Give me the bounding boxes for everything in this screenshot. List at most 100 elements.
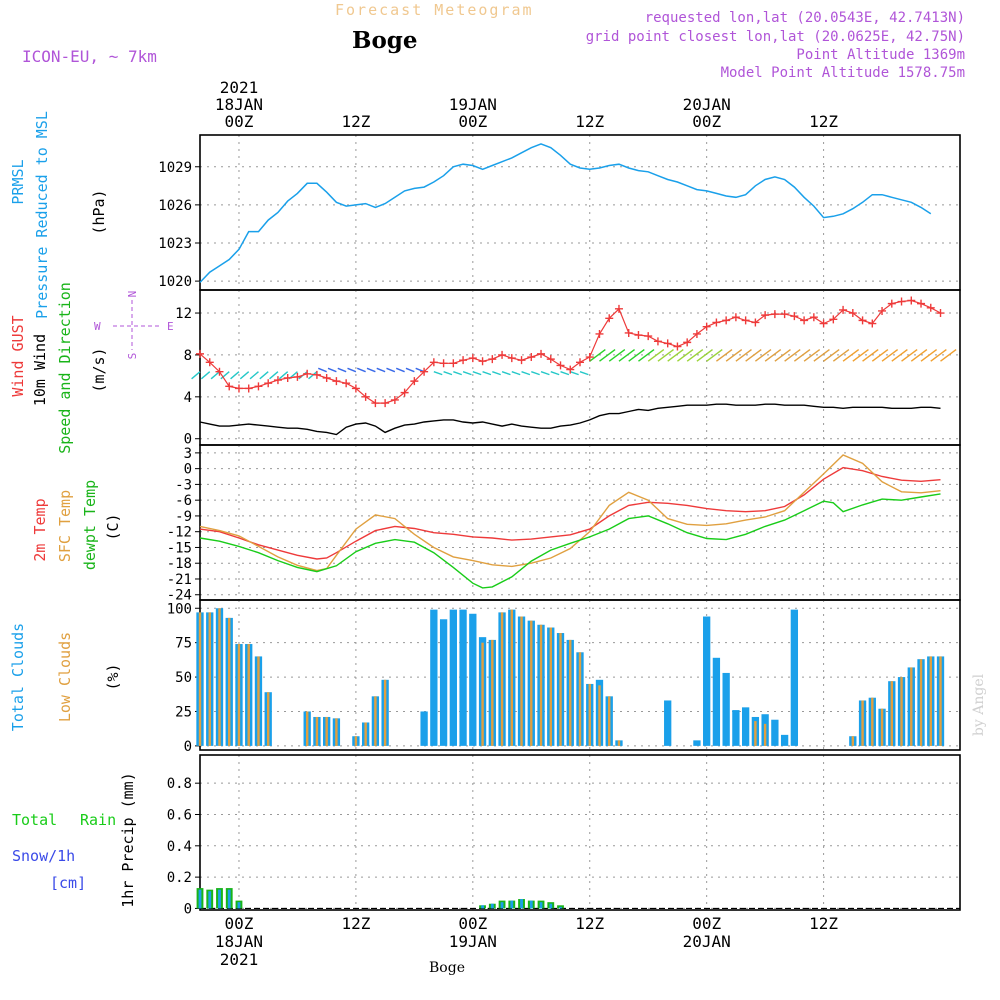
temp-ytick-label: -6	[175, 493, 192, 509]
low-cloud-bar	[617, 740, 621, 746]
wind-direction-arrow	[433, 371, 443, 376]
point-altitude: Point Altitude 1369m	[796, 47, 965, 63]
wind-direction-arrow	[327, 367, 337, 373]
wind-direction-arrow	[832, 348, 850, 362]
wind-gust-marker	[420, 367, 429, 376]
total-cloud-bar	[703, 616, 711, 746]
low-cloud-bar	[910, 667, 913, 746]
wind-direction-arrow	[754, 348, 772, 362]
wind-direction-arrow	[210, 371, 220, 380]
wind-direction-arrow	[657, 348, 674, 362]
total-cloud-bar	[771, 719, 779, 746]
wind-gust-marker	[829, 315, 838, 324]
snow-bar	[490, 903, 494, 909]
wind-direction-arrow	[667, 348, 684, 362]
temp-ytick-label: -18	[167, 556, 192, 572]
wind-gust-marker	[205, 358, 214, 367]
compass-east: E	[167, 320, 174, 333]
pressure-label-prmsl: PRMSL	[9, 159, 27, 204]
low-cloud-bar	[569, 639, 572, 746]
wind-direction-arrow	[813, 348, 830, 362]
top-hour-label: 00Z	[458, 112, 487, 131]
total-cloud-bar	[664, 700, 672, 746]
wind-direction-arrow	[842, 348, 860, 362]
wind-gust-marker	[332, 377, 341, 386]
top-hour-label: 00Z	[225, 112, 254, 131]
wind-direction-arrow	[347, 367, 357, 373]
total-cloud-bar	[420, 711, 428, 746]
wind-unit: (m/s)	[90, 347, 108, 392]
low-cloud-bar	[354, 736, 358, 746]
wind-direction-arrow	[472, 371, 482, 376]
precip-ytick-label: 0	[184, 901, 192, 917]
wind-direction-arrow	[725, 348, 743, 362]
low-clouds-label: Low Clouds	[56, 632, 74, 722]
precip-ytick-label: 0.2	[167, 870, 192, 886]
wind-direction-arrow	[230, 371, 240, 380]
wind-direction-arrow	[200, 371, 211, 380]
wind-gust-marker	[488, 355, 497, 364]
temp-ytick-label: -12	[167, 525, 192, 541]
pressure-unit: (hPa)	[90, 189, 108, 234]
wind-direction-arrow	[745, 348, 762, 362]
model-label: ICON-EU, ~ 7km	[22, 47, 157, 66]
wind-gust-marker	[459, 356, 468, 365]
total-cloud-bar	[439, 619, 448, 746]
wind-direction-arrow	[852, 348, 869, 362]
temp-ytick-label: -9	[175, 509, 192, 525]
cloud-ytick-label: 0	[184, 739, 192, 755]
snow-bar	[539, 902, 543, 909]
wind-direction-arrow	[220, 371, 230, 380]
bottom-hour-label: 12Z	[575, 914, 604, 933]
total-cloud-bar	[790, 609, 799, 746]
wind-gust-marker	[225, 382, 234, 391]
wind-direction-arrow	[269, 371, 279, 380]
wind-gust-marker	[692, 329, 701, 338]
wind-direction-arrow	[871, 348, 889, 362]
wind-ytick-label: 0	[184, 432, 192, 448]
top-year-label: 2021	[220, 78, 259, 97]
wind-direction-arrow	[356, 367, 366, 373]
clouds-panel: 0 25 50 75 100	[167, 599, 961, 755]
bottom-hour-label: 00Z	[225, 914, 254, 933]
wind-gust-marker	[196, 349, 204, 358]
precip-frame	[199, 754, 961, 911]
wind-gust-marker	[605, 314, 614, 323]
wind-gust-marker	[537, 349, 546, 358]
wind-gust-marker	[595, 329, 604, 338]
wind-gust-marker	[848, 309, 857, 318]
wind-direction-arrow	[891, 348, 908, 362]
temp-ytick-label: -15	[167, 540, 192, 556]
location-title: Boge	[352, 27, 418, 54]
snow-bar	[559, 906, 562, 909]
wind-direction-arrow	[278, 371, 289, 380]
wind-direction-arrow	[793, 348, 811, 362]
temp-ytick-label: -21	[167, 572, 192, 588]
temp-ytick-label: -24	[167, 588, 192, 604]
precip-total-label: Total	[12, 811, 57, 829]
low-cloud-bar	[530, 620, 533, 746]
wind-direction-arrow	[376, 367, 386, 373]
wind-direction-arrow	[686, 348, 704, 362]
faded-title: Forecast Meteogram	[335, 1, 534, 19]
wind-direction-arrow	[521, 371, 531, 376]
low-cloud-bar	[919, 659, 923, 746]
wind-gust-marker	[624, 328, 633, 337]
wind-gust-marker	[449, 359, 458, 368]
wind-direction-arrow	[803, 348, 821, 362]
wind-gust-marker	[585, 353, 594, 362]
wind-direction-arrow	[492, 371, 501, 376]
low-cloud-bar	[754, 721, 757, 746]
wind-gust-marker	[254, 382, 263, 391]
wind-direction-arrow	[618, 348, 635, 362]
precip-ytick-label: 0.4	[167, 839, 192, 855]
bottom-hour-label: 00Z	[458, 914, 487, 933]
wind-gust-marker	[731, 313, 740, 322]
wind-gust-marker	[887, 299, 896, 308]
wind-gust-marker	[566, 365, 575, 374]
wind-direction-arrow	[638, 348, 655, 362]
wind-direction-arrow	[764, 348, 782, 362]
temp-sfc-line	[199, 454, 941, 572]
prmsl-line	[199, 143, 932, 283]
